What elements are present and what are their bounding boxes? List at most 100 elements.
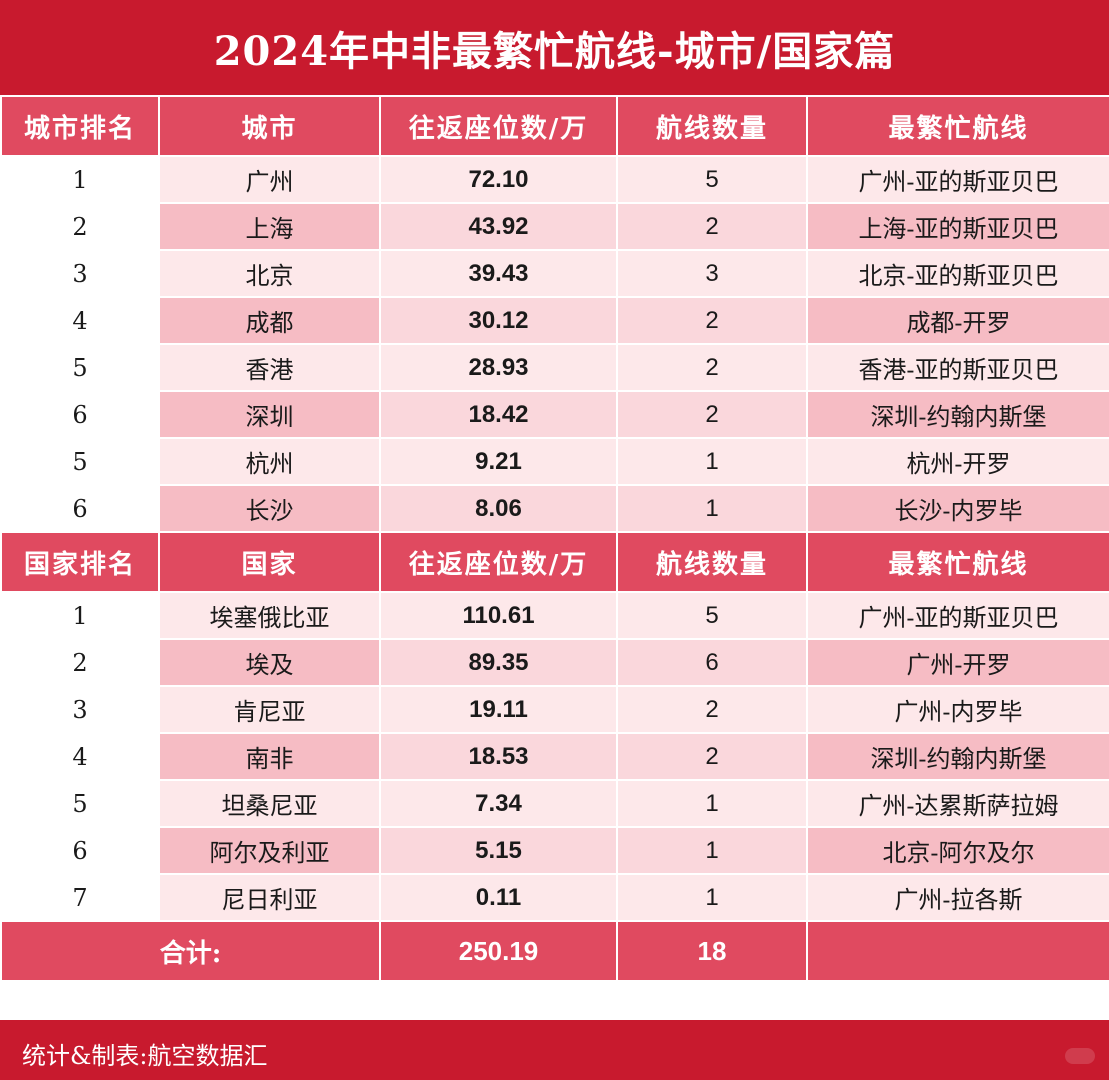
column-header: 航线数量 xyxy=(616,531,808,593)
cell-seats: 110.61 xyxy=(379,591,618,640)
cell-routes: 2 xyxy=(616,732,808,781)
cell-name: 坦桑尼亚 xyxy=(158,779,381,828)
cell-rank: 1 xyxy=(0,591,160,640)
total-seats: 250.19 xyxy=(379,920,618,982)
cell-busiest: 北京-阿尔及尔 xyxy=(806,826,1109,875)
column-header: 城市 xyxy=(158,95,381,157)
cell-rank: 1 xyxy=(0,155,160,204)
cell-busiest: 深圳-约翰内斯堡 xyxy=(806,732,1109,781)
watermark-logo xyxy=(1065,1048,1095,1064)
cell-routes: 1 xyxy=(616,826,808,875)
cell-busiest: 广州-内罗毕 xyxy=(806,685,1109,734)
column-header: 航线数量 xyxy=(616,95,808,157)
country-row: 5 坦桑尼亚 7.34 1 广州-达累斯萨拉姆 xyxy=(0,779,1109,828)
cell-routes: 1 xyxy=(616,484,808,533)
total-label: 合计: xyxy=(0,920,381,982)
cell-rank: 5 xyxy=(0,437,160,486)
column-header: 往返座位数/万 xyxy=(379,95,618,157)
country-row: 7 尼日利亚 0.11 1 广州-拉各斯 xyxy=(0,873,1109,922)
cell-name: 成都 xyxy=(158,296,381,345)
cell-seats: 30.12 xyxy=(379,296,618,345)
country-row: 2 埃及 89.35 6 广州-开罗 xyxy=(0,638,1109,687)
cell-rank: 3 xyxy=(0,249,160,298)
city-row: 6 长沙 8.06 1 长沙-内罗毕 xyxy=(0,484,1109,533)
cell-seats: 0.11 xyxy=(379,873,618,922)
city-row: 4 成都 30.12 2 成都-开罗 xyxy=(0,296,1109,345)
column-header: 国家 xyxy=(158,531,381,593)
cell-rank: 2 xyxy=(0,638,160,687)
column-header: 城市排名 xyxy=(0,95,160,157)
total-empty xyxy=(806,920,1109,982)
country-row: 1 埃塞俄比亚 110.61 5 广州-亚的斯亚贝巴 xyxy=(0,591,1109,640)
cell-busiest: 上海-亚的斯亚贝巴 xyxy=(806,202,1109,251)
cell-name: 香港 xyxy=(158,343,381,392)
cell-name: 上海 xyxy=(158,202,381,251)
cell-name: 南非 xyxy=(158,732,381,781)
cell-rank: 7 xyxy=(0,873,160,922)
cell-name: 杭州 xyxy=(158,437,381,486)
cell-routes: 6 xyxy=(616,638,808,687)
cell-seats: 28.93 xyxy=(379,343,618,392)
country-row: 3 肯尼亚 19.11 2 广州-内罗毕 xyxy=(0,685,1109,734)
cell-rank: 6 xyxy=(0,826,160,875)
cell-routes: 3 xyxy=(616,249,808,298)
city-row: 2 上海 43.92 2 上海-亚的斯亚贝巴 xyxy=(0,202,1109,251)
cell-routes: 5 xyxy=(616,591,808,640)
cell-name: 长沙 xyxy=(158,484,381,533)
city-row: 5 香港 28.93 2 香港-亚的斯亚贝巴 xyxy=(0,343,1109,392)
column-header: 往返座位数/万 xyxy=(379,531,618,593)
cell-seats: 7.34 xyxy=(379,779,618,828)
cell-busiest: 成都-开罗 xyxy=(806,296,1109,345)
cell-routes: 5 xyxy=(616,155,808,204)
cell-busiest: 广州-亚的斯亚贝巴 xyxy=(806,591,1109,640)
cell-routes: 2 xyxy=(616,202,808,251)
routes-table: 城市排名 城市 往返座位数/万 航线数量 最繁忙航线 1 广州 72.10 5 广州-亚的斯亚贝巴… xyxy=(0,95,1109,982)
cell-routes: 1 xyxy=(616,437,808,486)
cell-name: 埃塞俄比亚 xyxy=(158,591,381,640)
cell-busiest: 杭州-开罗 xyxy=(806,437,1109,486)
cell-rank: 5 xyxy=(0,343,160,392)
cell-seats: 72.10 xyxy=(379,155,618,204)
cell-seats: 18.42 xyxy=(379,390,618,439)
cell-routes: 1 xyxy=(616,779,808,828)
cell-busiest: 广州-拉各斯 xyxy=(806,873,1109,922)
country-header-row: 国家排名 国家 往返座位数/万 航线数量 最繁忙航线 xyxy=(0,531,1109,593)
cell-seats: 8.06 xyxy=(379,484,618,533)
cell-seats: 89.35 xyxy=(379,638,618,687)
page-title: 2024年中非最繁忙航线-城市/国家篇 xyxy=(213,27,896,75)
cell-seats: 9.21 xyxy=(379,437,618,486)
cell-seats: 18.53 xyxy=(379,732,618,781)
cell-busiest: 广州-亚的斯亚贝巴 xyxy=(806,155,1109,204)
cell-routes: 2 xyxy=(616,343,808,392)
cell-seats: 19.11 xyxy=(379,685,618,734)
cell-busiest: 深圳-约翰内斯堡 xyxy=(806,390,1109,439)
column-header: 最繁忙航线 xyxy=(806,95,1109,157)
cell-seats: 43.92 xyxy=(379,202,618,251)
cell-rank: 3 xyxy=(0,685,160,734)
total-row: 合计: 250.19 18 xyxy=(0,920,1109,982)
country-row: 4 南非 18.53 2 深圳-约翰内斯堡 xyxy=(0,732,1109,781)
cell-name: 埃及 xyxy=(158,638,381,687)
cell-rank: 2 xyxy=(0,202,160,251)
country-row: 6 阿尔及利亚 5.15 1 北京-阿尔及尔 xyxy=(0,826,1109,875)
cell-name: 肯尼亚 xyxy=(158,685,381,734)
cell-busiest: 广州-达累斯萨拉姆 xyxy=(806,779,1109,828)
cell-rank: 4 xyxy=(0,296,160,345)
cell-rank: 6 xyxy=(0,390,160,439)
title-bar: 2024年中非最繁忙航线-城市/国家篇 xyxy=(0,0,1109,95)
cell-routes: 1 xyxy=(616,873,808,922)
total-routes: 18 xyxy=(616,920,808,982)
cell-routes: 2 xyxy=(616,390,808,439)
cell-busiest: 北京-亚的斯亚贝巴 xyxy=(806,249,1109,298)
cell-name: 深圳 xyxy=(158,390,381,439)
cell-name: 北京 xyxy=(158,249,381,298)
cell-rank: 6 xyxy=(0,484,160,533)
cell-name: 尼日利亚 xyxy=(158,873,381,922)
column-header: 最繁忙航线 xyxy=(806,531,1109,593)
cell-name: 阿尔及利亚 xyxy=(158,826,381,875)
cell-name: 广州 xyxy=(158,155,381,204)
cell-seats: 5.15 xyxy=(379,826,618,875)
footer-bar: 统计&制表:航空数据汇 xyxy=(0,1020,1109,1080)
column-header: 国家排名 xyxy=(0,531,160,593)
